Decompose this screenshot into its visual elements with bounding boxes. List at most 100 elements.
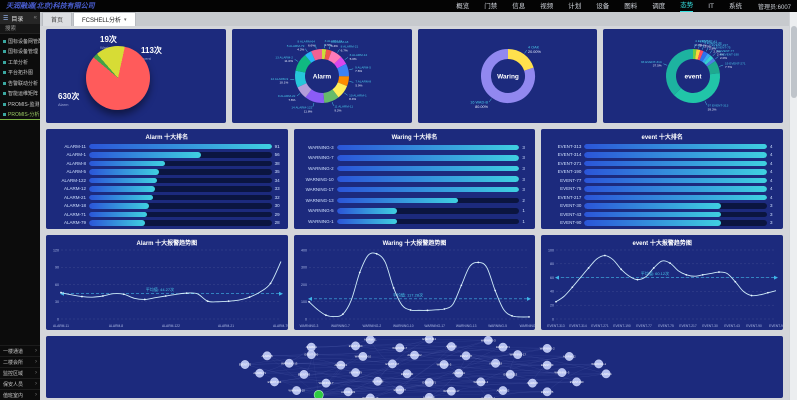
header-menu-item[interactable]: 态势 [680, 0, 694, 12]
svg-text:30: 30 [55, 300, 59, 304]
sidebar-bottom-item[interactable]: 值班室内 › [0, 389, 40, 400]
panel-waring-donut: 4 OAK 20.00% 16 WAD-B 80.00% Waring [417, 29, 598, 123]
sidebar-bottom-item[interactable]: 保安人员 › [0, 378, 40, 389]
chart-title: Waring 十大排名 [391, 135, 438, 141]
sidebar-directory-label: 目录 [11, 16, 24, 23]
svg-text:WARNING-7: WARNING-7 [392, 346, 407, 350]
sidebar-item[interactable]: 平台拓扑图 [0, 68, 40, 79]
sidebar-item[interactable]: 工单分析 [0, 57, 40, 68]
sidebar-header[interactable]: ☰ 目录 « [0, 12, 40, 24]
bar-row: ALARM-11 91 [64, 143, 280, 149]
waring-trend-chart: 0 100 200 300 400 WARNING-3 WARNING-7 WARNING-2… [294, 246, 535, 330]
svg-text:ALARM-79: ALARM-79 [349, 371, 362, 375]
svg-text:WARNING-10: WARNING-10 [288, 389, 305, 393]
svg-text:EVENT-77: EVENT-77 [460, 354, 473, 358]
sidebar-item[interactable]: 国标设备网管配置 [0, 36, 40, 47]
tab-fcshell[interactable]: FCSHELL分析 ▾ [73, 12, 136, 26]
bar-row: EVENT-77 4 [560, 177, 773, 183]
panel-event-donut: 4 EVENT-9 2.0% 6 EVENT-43 2.4% 5 EVENT-30 2.0… [603, 29, 783, 123]
tab-fcshell-label: FCSHELL分析 [82, 18, 122, 24]
svg-text:80: 80 [550, 262, 554, 266]
svg-text:EVENT-190: EVENT-190 [304, 353, 318, 357]
sidebar-item[interactable]: 国标设备管理 [0, 47, 40, 58]
svg-text:9 ALARM-57.6%: 9 ALARM-5 7.6% [355, 65, 371, 73]
svg-text:4 ALARM-183.4%: 4 ALARM-18 3.4% [331, 40, 349, 48]
svg-text:平均值: 60.12次: 平均值: 60.12次 [641, 270, 669, 276]
svg-text:EVENT-313: EVENT-313 [548, 324, 566, 328]
sidebar-item[interactable]: 智能运维矩阵 [0, 89, 40, 100]
bar-row: EVENT-30 3 [560, 203, 773, 209]
header-menu-item[interactable]: 图料 [624, 2, 638, 10]
header-menu-item[interactable]: 调度 [652, 2, 666, 10]
collapse-icon[interactable]: « [33, 15, 37, 21]
alarm-top10-bars: ALARM-11 91 ALARM-1 56 ALARM-8 38 ALARM-5 3… [46, 140, 288, 229]
header-menu-item[interactable]: 计划 [568, 2, 582, 10]
svg-text:5 EVENT-752.0%: 5 EVENT-75 2.0% [714, 46, 731, 54]
svg-text:EVENT-9: EVENT-9 [769, 324, 783, 328]
svg-text:EVENT-314: EVENT-314 [268, 380, 282, 384]
svg-text:6 EVENT-772.4%: 6 EVENT-77 2.4% [717, 49, 734, 57]
svg-text:ALARM-21: ALARM-21 [423, 395, 436, 398]
user-account[interactable]: 管理员:6007 [757, 4, 791, 11]
svg-text:WARNING-7: WARNING-7 [331, 324, 350, 328]
sidebar-menu: 国标设备网管配置国标设备管理工单分析平台拓扑图告警联动分析智能运维矩阵PROMI… [0, 34, 40, 120]
chevron-down-icon[interactable]: ▾ [124, 16, 127, 23]
svg-text:EVENT-190: EVENT-190 [570, 380, 584, 384]
svg-text:WARNING-3: WARNING-3 [299, 324, 318, 328]
svg-text:WARNING-13: WARNING-13 [362, 396, 379, 398]
sidebar-bottom-item[interactable]: 二楼会所 › [0, 356, 40, 367]
bar-row: ALARM-8 38 [66, 160, 280, 166]
bar-row: WARNING-3 3 [308, 144, 525, 151]
svg-text:WARNING-1: WARNING-1 [519, 324, 535, 328]
header-menu-item[interactable]: 门禁 [484, 2, 498, 10]
svg-text:ALARM-21: ALARM-21 [334, 363, 347, 367]
panel-waring-trend: Waring 十大报警趋势图 0 100 200 300 400 WARNING-3 WAR… [293, 235, 536, 330]
svg-text:EVENT-313: EVENT-313 [422, 337, 436, 341]
svg-text:12 ALARM-910.1%: 12 ALARM-9 10.1% [270, 77, 288, 85]
bar-row: ALARM-122 34 [61, 177, 280, 183]
svg-text:平均值: 44.27次: 平均值: 44.27次 [146, 286, 174, 292]
svg-text:EVENT-313: EVENT-313 [503, 372, 517, 376]
svg-text:ALARM-5: ALARM-5 [527, 381, 539, 385]
svg-text:WARNING-17: WARNING-17 [424, 324, 445, 328]
svg-text:400: 400 [301, 248, 307, 252]
svg-text:6 ALARM-125.0%: 6 ALARM-12 5.0% [349, 53, 367, 61]
panel-event-top10: event 十大排名 EVENT-313 4 EVENT-314 4 EVENT-2… [541, 129, 783, 229]
svg-text:ALARM-1: ALARM-1 [600, 372, 612, 376]
svg-text:ALARM-18: ALARM-18 [489, 361, 502, 365]
svg-text:EVENT-43: EVENT-43 [725, 324, 741, 328]
svg-text:WARNING-3: WARNING-3 [555, 371, 570, 375]
header-menu-item[interactable]: 设备 [596, 2, 610, 10]
header-menu-item[interactable]: 视频 [540, 2, 554, 10]
tab-home[interactable]: 首页 [42, 12, 73, 26]
svg-text:200: 200 [301, 283, 307, 287]
svg-text:WARNING-13: WARNING-13 [456, 324, 477, 328]
chart-title: Waring 十大报警趋势图 [382, 241, 447, 247]
panel-alarm-trend: Alarm 十大报警趋势图 0 30 60 90 120 ALARM-11 ALARM-8 A… [46, 235, 288, 330]
svg-text:8 ALARM-646.6%: 8 ALARM-64 6.6% [297, 40, 315, 48]
sidebar-item[interactable]: PROMIS-监测 [0, 99, 40, 110]
svg-text:EVENT-314: EVENT-314 [570, 324, 588, 328]
bar-row: ALARM-12 33 [63, 186, 280, 192]
svg-text:ALARM-21: ALARM-21 [218, 324, 234, 328]
header-menu-item[interactable]: IT [708, 2, 714, 10]
sidebar-search[interactable]: 搜索 [0, 24, 40, 34]
bar-row: ALARM-18 30 [63, 203, 280, 209]
sidebar-bottom-item[interactable]: 监控区域 › [0, 367, 40, 378]
header-menu-item[interactable]: 信息 [512, 2, 526, 10]
scrollbar-thumb[interactable] [791, 26, 797, 98]
sidebar-bottom-item[interactable]: 一楼通道 › [0, 345, 40, 356]
sidebar-item[interactable]: PROMIS-分析 [0, 110, 40, 120]
svg-text:EVENT-217: EVENT-217 [680, 324, 698, 328]
sidebar-item[interactable]: 告警联动分析 [0, 78, 40, 89]
svg-text:WARNING-5: WARNING-5 [488, 324, 507, 328]
header-menu: 概览 门禁 信息 视频 计划 设备 图料 调度 态势 IT 系统 [456, 0, 742, 12]
header-menu-item[interactable]: 概览 [456, 2, 470, 10]
chart-title: event 十大报警趋势图 [632, 241, 692, 247]
svg-text:EVENT-90: EVENT-90 [401, 372, 414, 376]
svg-text:ALARM-12: ALARM-12 [563, 354, 576, 358]
header-menu-item[interactable]: 系统 [728, 2, 742, 10]
svg-text:7 ALARM-85.9%: 7 ALARM-8 5.9% [355, 80, 371, 88]
scrollbar[interactable] [789, 12, 797, 400]
svg-text:ALARM-11: ALARM-11 [452, 371, 465, 375]
